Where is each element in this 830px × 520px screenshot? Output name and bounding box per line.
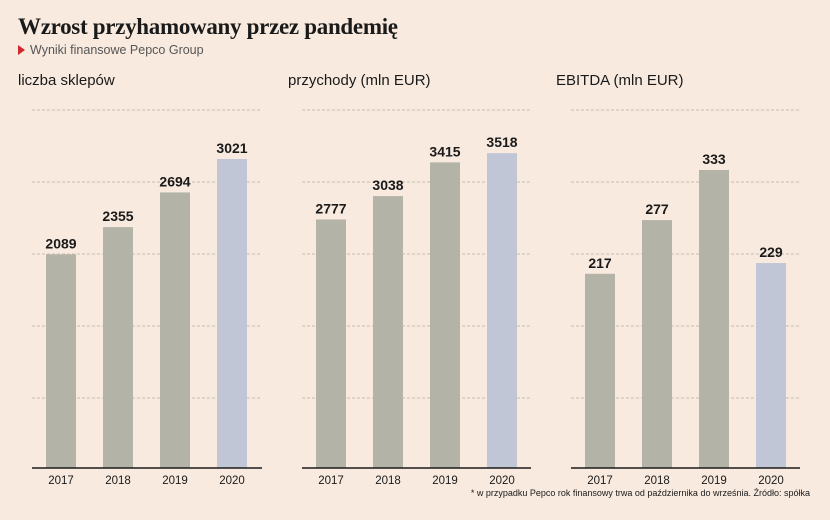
category-label-0-2017: 2017 <box>48 475 74 487</box>
bar-1-2017 <box>316 219 346 468</box>
bar-1-2018 <box>373 196 403 468</box>
category-label-1-2017: 2017 <box>318 475 344 487</box>
value-label-0-2018: 2355 <box>102 208 133 224</box>
source-label: Wyniki finansowe Pepco Group <box>30 43 204 57</box>
value-label-1-2018: 3038 <box>372 177 403 193</box>
category-label-2-2017: 2017 <box>587 475 613 487</box>
bar-1-2019 <box>430 162 460 469</box>
value-label-2-2020: 229 <box>759 244 783 260</box>
footnote: * w przypadku Pepco rok finansowy trwa o… <box>470 488 810 498</box>
page-title: Wzrost przyhamowany przez pandemię <box>18 14 398 39</box>
value-label-1-2017: 2777 <box>315 200 346 216</box>
category-label-2-2020: 2020 <box>758 475 784 487</box>
value-label-0-2019: 2694 <box>159 173 190 189</box>
value-label-1-2020: 3518 <box>486 134 517 150</box>
value-label-1-2019: 3415 <box>429 143 460 159</box>
value-label-2-2018: 277 <box>645 201 669 217</box>
category-label-1-2018: 2018 <box>375 475 401 487</box>
bar-0-2019 <box>160 192 190 468</box>
bar-0-2020 <box>217 158 247 468</box>
bar-0-2018 <box>103 227 133 468</box>
value-label-2-2019: 333 <box>702 151 726 167</box>
bar-2-2018 <box>642 220 672 468</box>
category-label-2-2018: 2018 <box>644 475 670 487</box>
bar-0-2017 <box>46 254 76 468</box>
panel-title-revenue: przychody (mln EUR) <box>288 72 431 89</box>
value-label-0-2017: 2089 <box>45 235 76 251</box>
red-triangle-icon <box>18 45 25 55</box>
bar-2-2020 <box>756 263 786 468</box>
category-label-1-2020: 2020 <box>489 475 515 487</box>
value-label-0-2020: 3021 <box>216 140 247 156</box>
category-label-1-2019: 2019 <box>432 475 458 487</box>
bar-2-2019 <box>699 169 729 468</box>
source-line: Wyniki finansowe Pepco Group <box>18 43 204 57</box>
category-label-0-2020: 2020 <box>219 475 245 487</box>
category-label-0-2018: 2018 <box>105 475 131 487</box>
bar-2-2017 <box>585 273 615 468</box>
category-label-2-2019: 2019 <box>701 475 727 487</box>
value-label-2-2017: 217 <box>588 255 612 271</box>
bar-1-2020 <box>487 153 517 468</box>
panel-title-ebitda: EBITDA (mln EUR) <box>556 72 684 89</box>
category-label-0-2019: 2019 <box>162 475 188 487</box>
panel-title-stores: liczba sklepów <box>18 72 115 89</box>
